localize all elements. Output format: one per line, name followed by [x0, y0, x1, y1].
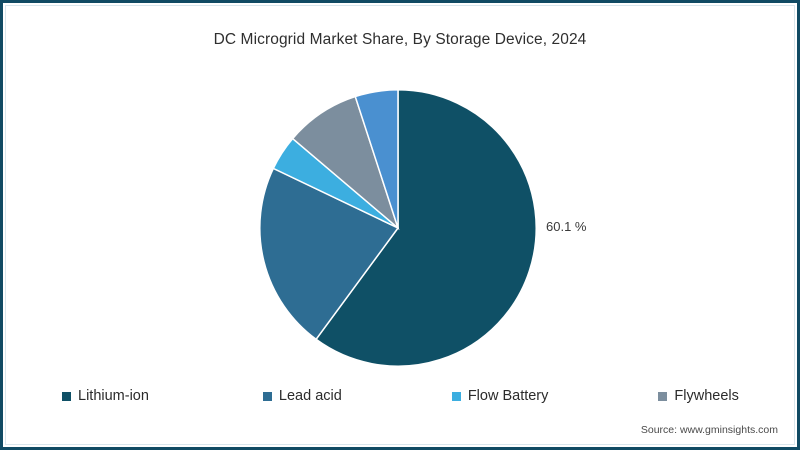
pie-slice-lead-acid[interactable] — [259, 167, 400, 341]
legend-swatch-icon-lead-acid — [262, 391, 272, 401]
legend-label-lithium-ion: Lithium-ion — [78, 388, 149, 404]
pie-chart-svg — [259, 89, 537, 367]
legend-label-flywheels: Flywheels — [674, 388, 739, 404]
pie-chart — [259, 89, 537, 367]
legend-label-lead-acid: Lead acid — [278, 388, 342, 404]
pie-slice-others[interactable] — [354, 89, 399, 229]
legend-swatch-icon-flywheels — [658, 391, 668, 401]
legend-item-flow-battery[interactable]: Flow Battery — [451, 388, 549, 404]
page-title: DC Microgrid Market Share, By Storage De… — [213, 31, 587, 48]
legend-label-flow-battery: Flow Battery — [467, 388, 549, 404]
pie-data-label-lithium-ion: 60.1 % — [546, 219, 587, 234]
legend-item-lead-acid[interactable]: Lead acid — [262, 388, 342, 404]
legend-item-lithium-ion[interactable]: Lithium-ion — [62, 388, 149, 404]
legend-swatch-icon-lithium-ion — [62, 391, 71, 401]
legend-item-flywheels[interactable]: Flywheels — [658, 388, 739, 404]
pie-slice-lithium-ion[interactable] — [315, 89, 537, 367]
legend-swatch-icon-flow-battery — [451, 391, 461, 401]
chart-legend: Lithium-ion Lead acid Flow Battery Flywheel… — [62, 386, 742, 406]
pie-slice-group — [259, 89, 537, 367]
source-note: Source: www.gminsights.com — [640, 424, 778, 436]
